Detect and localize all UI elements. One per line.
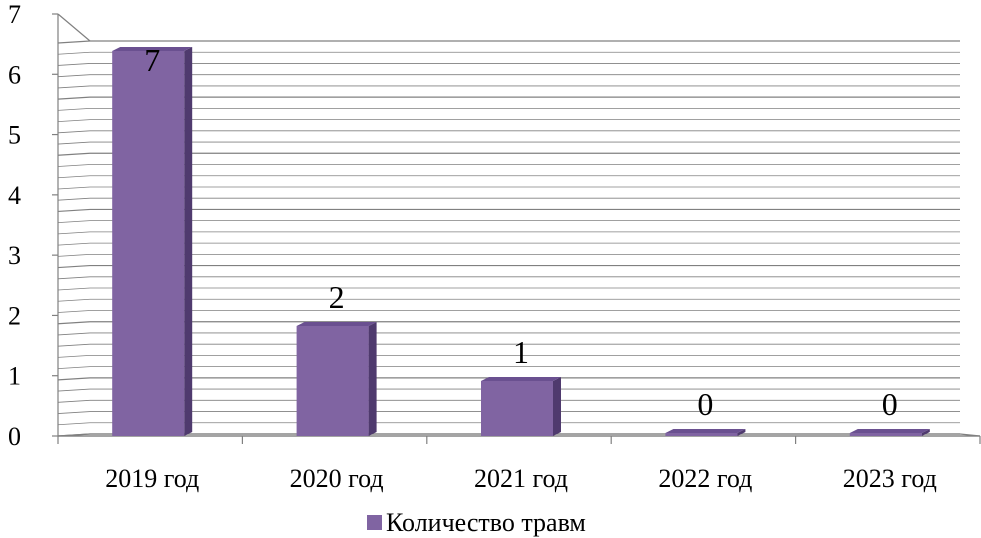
x-tick-label: 2020 год — [290, 464, 384, 493]
data-label: 0 — [882, 386, 898, 422]
bar-front — [665, 433, 738, 436]
grid-depth-minor — [57, 242, 91, 246]
x-tick-label: 2019 год — [105, 464, 199, 493]
grid-depth-minor — [57, 220, 91, 224]
grid-depth-major — [57, 377, 91, 381]
grid-depth-minor — [57, 399, 91, 403]
grid-depth-minor — [57, 231, 91, 235]
grid-depth-minor — [57, 175, 91, 179]
bar-front — [296, 326, 369, 436]
grid-depth-minor — [57, 366, 91, 370]
bar-layer — [112, 47, 930, 436]
bar-top — [849, 429, 930, 433]
grid-depth-major — [57, 96, 91, 100]
grid-depth-minor — [57, 74, 91, 78]
bar-top — [296, 322, 377, 326]
grid-depth-minor — [57, 51, 91, 55]
grid-depth-major — [57, 264, 91, 269]
y-tick-label: 7 — [8, 0, 21, 29]
grid-depth-major — [57, 321, 91, 325]
bar-front — [112, 51, 185, 436]
bar — [665, 429, 746, 436]
y-tick-label: 4 — [8, 181, 21, 210]
x-tick-label: 2022 год — [658, 464, 752, 493]
grid-depth-minor — [57, 119, 91, 122]
label-layer: 0 1 2 3 4 5 6 7 7 2019 год 2 2020 год 1 2021 год 0 2022… — [8, 0, 937, 493]
grid-depth-minor — [57, 332, 91, 336]
x-tick-label: 2023 год — [843, 464, 937, 493]
grid-depth-minor — [57, 343, 91, 347]
bar — [112, 47, 193, 436]
bar-front — [481, 381, 553, 436]
grid-depth-minor — [57, 253, 91, 257]
bar-side — [737, 429, 746, 436]
legend-swatch — [367, 515, 382, 530]
bar-side — [368, 322, 377, 436]
bar — [296, 322, 377, 436]
bar-top — [481, 377, 561, 381]
grid-depth-minor — [57, 107, 91, 111]
bar — [481, 377, 561, 436]
grid-depth-minor — [57, 298, 91, 302]
grid-depth-minor — [57, 411, 91, 414]
bar — [849, 429, 930, 436]
y-tick-label: 0 — [8, 422, 21, 451]
data-label: 7 — [144, 42, 160, 78]
y-tick-label: 3 — [8, 241, 21, 270]
y-tick-label: 1 — [8, 362, 21, 391]
grid-depth-minor — [57, 422, 91, 426]
grid-depth-minor — [57, 130, 91, 134]
grid-depth-minor — [57, 276, 91, 280]
bar-side — [553, 377, 561, 436]
legend: Количество травм — [367, 508, 586, 537]
grid-depth-minor — [57, 63, 91, 66]
grid-depth-minor — [57, 355, 91, 358]
bar-front — [849, 433, 922, 436]
legend-label: Количество травм — [386, 508, 586, 537]
data-label: 0 — [697, 386, 713, 422]
grid-layer — [57, 40, 960, 437]
grid-depth-minor — [57, 141, 91, 145]
grid-depth-minor — [57, 197, 91, 201]
grid-depth-minor — [57, 310, 91, 313]
y-tick-label: 2 — [8, 301, 21, 330]
grid-depth-minor — [57, 85, 91, 89]
y-axis-top-depth — [57, 13, 91, 42]
grid-depth-minor — [57, 186, 91, 190]
grid-depth-minor — [57, 164, 91, 167]
data-label: 2 — [329, 279, 345, 315]
bar-side — [921, 429, 930, 436]
bar-top — [112, 47, 193, 51]
grid-depth-major — [57, 208, 91, 213]
y-tick-label: 6 — [8, 60, 21, 89]
bar-top — [665, 429, 746, 433]
x-tick-label: 2021 год — [474, 464, 568, 493]
bar-side — [184, 47, 193, 436]
data-label: 1 — [513, 334, 529, 370]
grid-depth-minor — [57, 287, 91, 291]
grid-depth-major — [57, 40, 91, 44]
grid-depth-minor — [57, 388, 91, 392]
grid-depth-major — [57, 152, 91, 156]
y-tick-label: 5 — [8, 121, 21, 150]
